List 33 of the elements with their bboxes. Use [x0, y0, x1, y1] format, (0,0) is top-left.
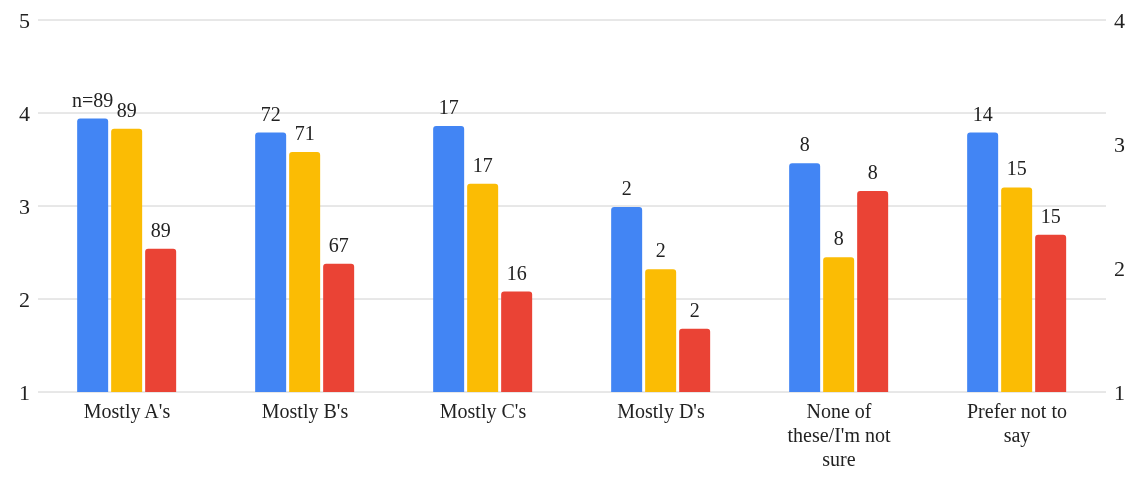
- annotation: 89: [116, 98, 137, 121]
- annotation: 72: [260, 102, 281, 125]
- annotation: 89: [150, 218, 171, 241]
- annotation: 8: [833, 227, 844, 250]
- annotation: 15: [1040, 204, 1061, 227]
- x-tick-label: None of these/I'm not sure: [787, 400, 891, 470]
- y2-tick-label: 4: [1114, 7, 1125, 33]
- y-tick-label: 4: [19, 100, 30, 126]
- annotation: n=89: [72, 88, 114, 111]
- annotation: 14: [972, 102, 993, 125]
- y-tick-label: 5: [19, 7, 30, 33]
- y-tick-label: 2: [19, 286, 30, 312]
- y-tick-label: 1: [19, 379, 30, 405]
- annotation: 16: [506, 261, 527, 284]
- y-tick-label: 3: [19, 193, 30, 219]
- annotation: 8: [799, 133, 810, 156]
- annotation: 8: [867, 161, 878, 184]
- annotation: 17: [438, 96, 459, 119]
- x-tick-label: Mostly D's: [617, 400, 705, 423]
- annotation: 15: [1006, 157, 1027, 180]
- x-tick-label: Mostly A's: [83, 400, 171, 423]
- x-tick-label: Mostly C's: [439, 400, 527, 423]
- y2-tick-label: 3: [1114, 131, 1125, 157]
- x-tick-label: Prefer not to say: [967, 400, 1067, 447]
- annotation: 2: [621, 176, 632, 199]
- annotation: 71: [294, 122, 315, 145]
- annotation: 2: [689, 298, 700, 321]
- annotation: 67: [328, 233, 349, 256]
- y2-tick-label: 1: [1114, 379, 1125, 405]
- y2-tick-label: 2: [1114, 255, 1125, 281]
- annotation: 17: [472, 153, 493, 176]
- x-tick-label: Mostly B's: [261, 400, 349, 423]
- annotation: 2: [655, 239, 666, 262]
